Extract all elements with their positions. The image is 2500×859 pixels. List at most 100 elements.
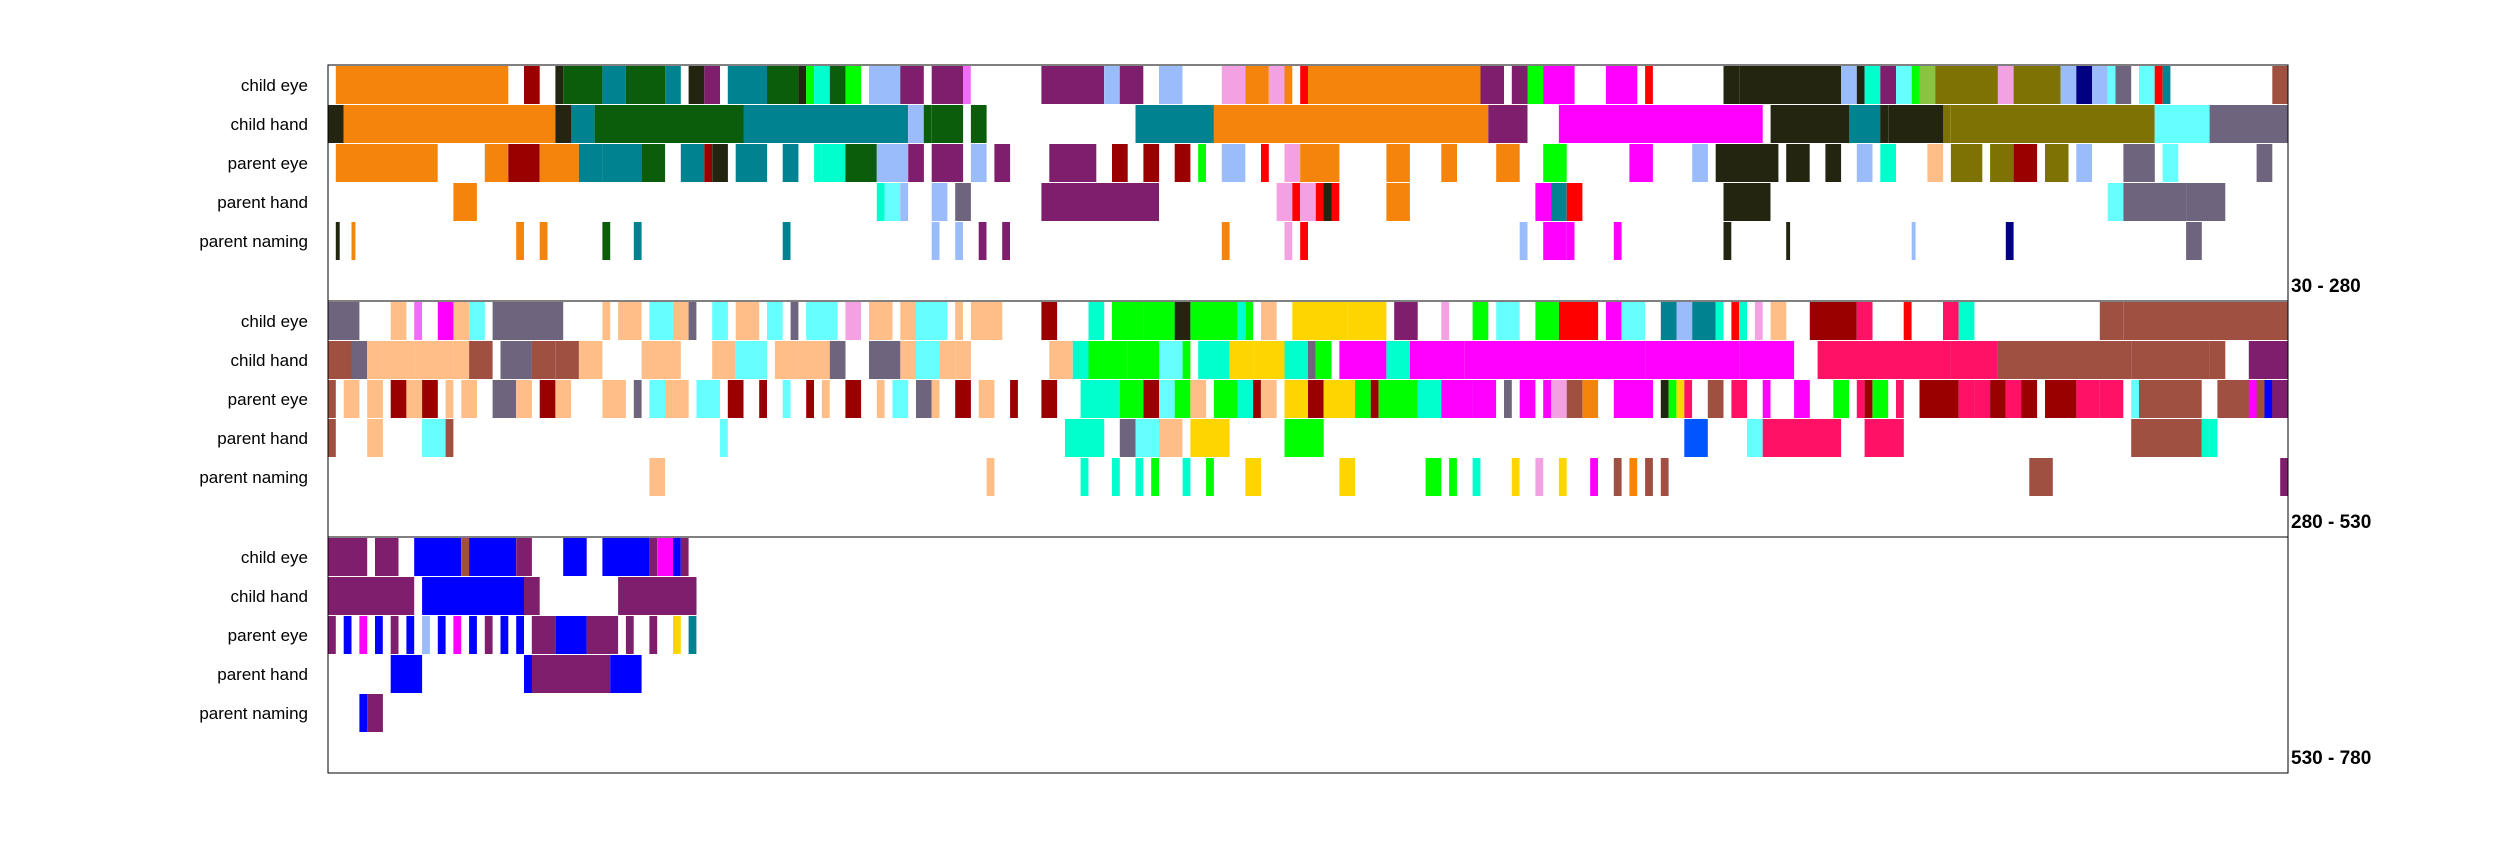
event-bar: [821, 380, 830, 418]
event-bar: [1159, 66, 1183, 104]
event-bar: [916, 302, 948, 340]
timeline-panel: child eye child hand parent eye parent hand…: [199, 300, 2371, 538]
event-bar: [1308, 341, 1316, 379]
event-bar: [633, 380, 642, 418]
event-bar: [359, 616, 368, 654]
event-bar: [555, 105, 572, 143]
event-bar: [2107, 66, 2116, 104]
event-bar: [437, 302, 454, 340]
event-bar: [1880, 105, 1889, 143]
event-bar: [1535, 458, 1544, 496]
event-bar: [1958, 302, 1975, 340]
event-bar: [1715, 144, 1779, 182]
event-bar: [1723, 66, 1740, 104]
event-bar: [1723, 183, 1771, 221]
event-bar: [2139, 66, 2155, 104]
event-bar: [1119, 380, 1144, 418]
event-bar: [1629, 144, 1653, 182]
event-bar: [970, 105, 987, 143]
event-bar: [1731, 302, 1740, 340]
event-bar: [970, 302, 1003, 340]
event-bar: [2123, 302, 2288, 340]
event-bar: [1958, 380, 1975, 418]
event-bar: [1190, 419, 1230, 457]
event-bar: [1605, 66, 1638, 104]
event-bar: [1409, 341, 1465, 379]
event-bar: [445, 419, 454, 457]
row-label: child eye: [241, 312, 308, 331]
event-bar: [2131, 341, 2210, 379]
event-bar: [328, 616, 336, 654]
event-bar: [1119, 419, 1136, 457]
event-bar: [1692, 144, 1708, 182]
event-bar: [1072, 341, 1089, 379]
event-bar: [798, 66, 807, 104]
event-bar: [963, 66, 971, 104]
event-bar: [1566, 183, 1583, 221]
event-bar: [1292, 183, 1301, 221]
event-bar: [382, 341, 415, 379]
event-bar: [1762, 380, 1771, 418]
event-bar: [1088, 341, 1128, 379]
event-bar: [696, 380, 720, 418]
event-bar: [1582, 380, 1599, 418]
event-bar: [602, 66, 626, 104]
event-bar: [1825, 144, 1842, 182]
event-bar: [1888, 105, 1944, 143]
event-bar: [735, 144, 768, 182]
event-bar: [704, 144, 713, 182]
event-bar: [1472, 458, 1481, 496]
event-bar: [1386, 183, 1410, 221]
event-bar: [829, 341, 846, 379]
event-bar: [2272, 380, 2288, 418]
event-bar: [602, 222, 611, 260]
event-bar: [978, 380, 995, 418]
event-bar: [516, 538, 532, 576]
event-bar: [531, 341, 556, 379]
event-bar: [1080, 458, 1089, 496]
event-bar: [2264, 380, 2273, 418]
event-bar: [351, 222, 356, 260]
event-bar: [618, 302, 642, 340]
event-bar: [1496, 144, 1520, 182]
event-bar: [900, 302, 916, 340]
event-bar: [727, 66, 767, 104]
event-bar: [931, 222, 940, 260]
event-bar: [665, 380, 673, 418]
row-label: child eye: [241, 548, 308, 567]
event-bar: [1300, 183, 1316, 221]
event-bar: [2115, 66, 2132, 104]
event-bar: [1551, 183, 1567, 221]
event-bar: [1519, 380, 1536, 418]
event-bar: [1856, 302, 1873, 340]
event-bar: [2099, 302, 2124, 340]
event-bar: [712, 341, 736, 379]
event-bar: [1284, 66, 1293, 104]
event-bar: [1943, 105, 1951, 143]
row-label: parent hand: [217, 429, 308, 448]
event-bar: [343, 380, 360, 418]
event-bar: [1284, 380, 1308, 418]
event-bar: [1511, 458, 1520, 496]
event-bar: [1041, 183, 1159, 221]
event-bar: [1292, 302, 1308, 340]
row-label: parent naming: [199, 704, 308, 723]
event-bar: [649, 538, 658, 576]
event-bar: [1864, 419, 1904, 457]
event-bar: [1268, 66, 1285, 104]
event-bar: [1441, 144, 1457, 182]
event-bar: [445, 380, 454, 418]
event-bar: [759, 380, 767, 418]
event-bar: [1143, 144, 1160, 182]
event-bar: [1174, 380, 1191, 418]
event-bar: [2256, 144, 2273, 182]
event-bar: [1770, 105, 1849, 143]
timeline-panel: child eye child hand parent eye parent hand…: [199, 536, 2371, 774]
event-bar: [1049, 144, 1097, 182]
event-bar: [2209, 419, 2218, 457]
event-bar: [1441, 380, 1473, 418]
event-bar: [1543, 380, 1551, 418]
event-bar: [469, 341, 493, 379]
event-bar: [1198, 341, 1230, 379]
event-bar: [1997, 66, 2014, 104]
